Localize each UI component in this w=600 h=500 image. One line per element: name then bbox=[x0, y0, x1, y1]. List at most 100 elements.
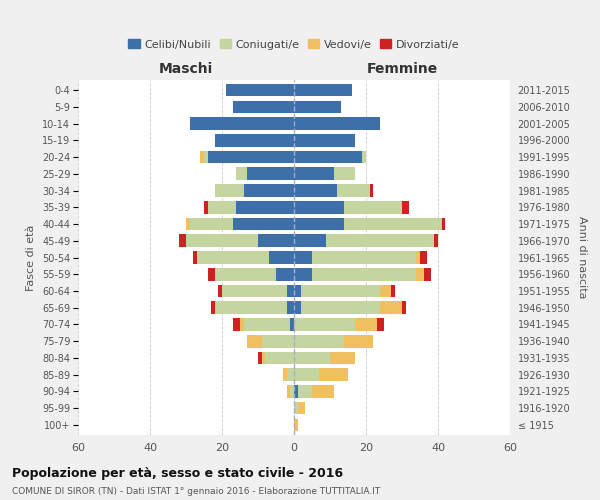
Bar bbox=[380, 302, 402, 314]
Bar bbox=[362, 150, 366, 164]
Bar bbox=[208, 150, 294, 164]
Bar bbox=[377, 318, 384, 331]
Bar bbox=[233, 318, 240, 331]
Bar bbox=[294, 84, 352, 96]
Bar bbox=[294, 335, 344, 347]
Bar bbox=[290, 318, 294, 331]
Bar bbox=[287, 284, 294, 298]
Bar bbox=[301, 302, 380, 314]
Bar bbox=[294, 368, 319, 381]
Bar bbox=[294, 352, 330, 364]
Bar bbox=[204, 150, 208, 164]
Bar bbox=[312, 268, 416, 280]
Bar bbox=[344, 218, 442, 230]
Bar bbox=[294, 234, 326, 247]
Bar bbox=[287, 302, 294, 314]
Bar bbox=[258, 234, 294, 247]
Bar bbox=[344, 201, 402, 213]
Bar bbox=[334, 168, 355, 180]
Bar bbox=[402, 302, 406, 314]
Bar bbox=[215, 268, 276, 280]
Y-axis label: Anni di nascita: Anni di nascita bbox=[577, 216, 587, 298]
Bar bbox=[319, 368, 348, 381]
Bar bbox=[294, 318, 355, 331]
Bar bbox=[294, 385, 298, 398]
Bar bbox=[301, 284, 380, 298]
Bar bbox=[294, 118, 380, 130]
Text: Popolazione per età, sesso e stato civile - 2016: Popolazione per età, sesso e stato civil… bbox=[12, 468, 343, 480]
Bar bbox=[193, 251, 197, 264]
Bar bbox=[370, 184, 373, 197]
Bar bbox=[312, 251, 416, 264]
Text: COMUNE DI SIROR (TN) - Dati ISTAT 1° gennaio 2016 - Elaborazione TUTTITALIA.IT: COMUNE DI SIROR (TN) - Dati ISTAT 1° gen… bbox=[12, 488, 380, 496]
Bar bbox=[294, 150, 362, 164]
Bar bbox=[391, 284, 395, 298]
Bar bbox=[197, 251, 269, 264]
Bar bbox=[218, 284, 222, 298]
Text: Femmine: Femmine bbox=[367, 62, 437, 76]
Bar bbox=[208, 268, 215, 280]
Bar bbox=[294, 402, 298, 414]
Bar bbox=[233, 218, 294, 230]
Bar bbox=[294, 218, 344, 230]
Text: Maschi: Maschi bbox=[159, 62, 213, 76]
Bar bbox=[208, 201, 236, 213]
Bar bbox=[244, 318, 290, 331]
Bar bbox=[233, 100, 294, 113]
Bar bbox=[258, 352, 262, 364]
Bar bbox=[190, 118, 294, 130]
Bar bbox=[416, 268, 424, 280]
Bar bbox=[287, 385, 290, 398]
Bar bbox=[204, 201, 208, 213]
Bar bbox=[190, 218, 233, 230]
Y-axis label: Fasce di età: Fasce di età bbox=[26, 224, 37, 290]
Bar bbox=[186, 218, 190, 230]
Bar bbox=[442, 218, 445, 230]
Bar bbox=[215, 184, 244, 197]
Bar bbox=[244, 184, 294, 197]
Bar bbox=[380, 284, 391, 298]
Bar bbox=[424, 268, 431, 280]
Bar bbox=[240, 318, 244, 331]
Bar bbox=[186, 234, 258, 247]
Bar bbox=[294, 100, 341, 113]
Bar bbox=[330, 352, 355, 364]
Bar bbox=[290, 385, 294, 398]
Bar bbox=[355, 318, 377, 331]
Bar bbox=[283, 368, 287, 381]
Bar bbox=[200, 150, 204, 164]
Bar bbox=[226, 84, 294, 96]
Bar bbox=[179, 234, 186, 247]
Bar bbox=[294, 184, 337, 197]
Bar bbox=[294, 251, 312, 264]
Bar bbox=[344, 335, 373, 347]
Bar bbox=[276, 268, 294, 280]
Bar bbox=[416, 251, 420, 264]
Bar bbox=[298, 385, 312, 398]
Bar bbox=[236, 168, 247, 180]
Bar bbox=[294, 418, 298, 431]
Bar bbox=[287, 368, 294, 381]
Bar bbox=[215, 302, 287, 314]
Bar bbox=[420, 251, 427, 264]
Bar bbox=[294, 168, 334, 180]
Bar bbox=[262, 335, 294, 347]
Bar bbox=[312, 385, 334, 398]
Bar bbox=[265, 352, 294, 364]
Bar bbox=[294, 284, 301, 298]
Bar bbox=[247, 168, 294, 180]
Bar bbox=[434, 234, 438, 247]
Bar bbox=[269, 251, 294, 264]
Bar bbox=[215, 134, 294, 146]
Bar bbox=[402, 201, 409, 213]
Bar bbox=[326, 234, 434, 247]
Bar bbox=[247, 335, 262, 347]
Bar bbox=[298, 402, 305, 414]
Bar bbox=[337, 184, 370, 197]
Bar bbox=[211, 302, 215, 314]
Bar bbox=[294, 268, 312, 280]
Bar bbox=[236, 201, 294, 213]
Bar bbox=[262, 352, 265, 364]
Bar bbox=[294, 134, 355, 146]
Bar bbox=[294, 201, 344, 213]
